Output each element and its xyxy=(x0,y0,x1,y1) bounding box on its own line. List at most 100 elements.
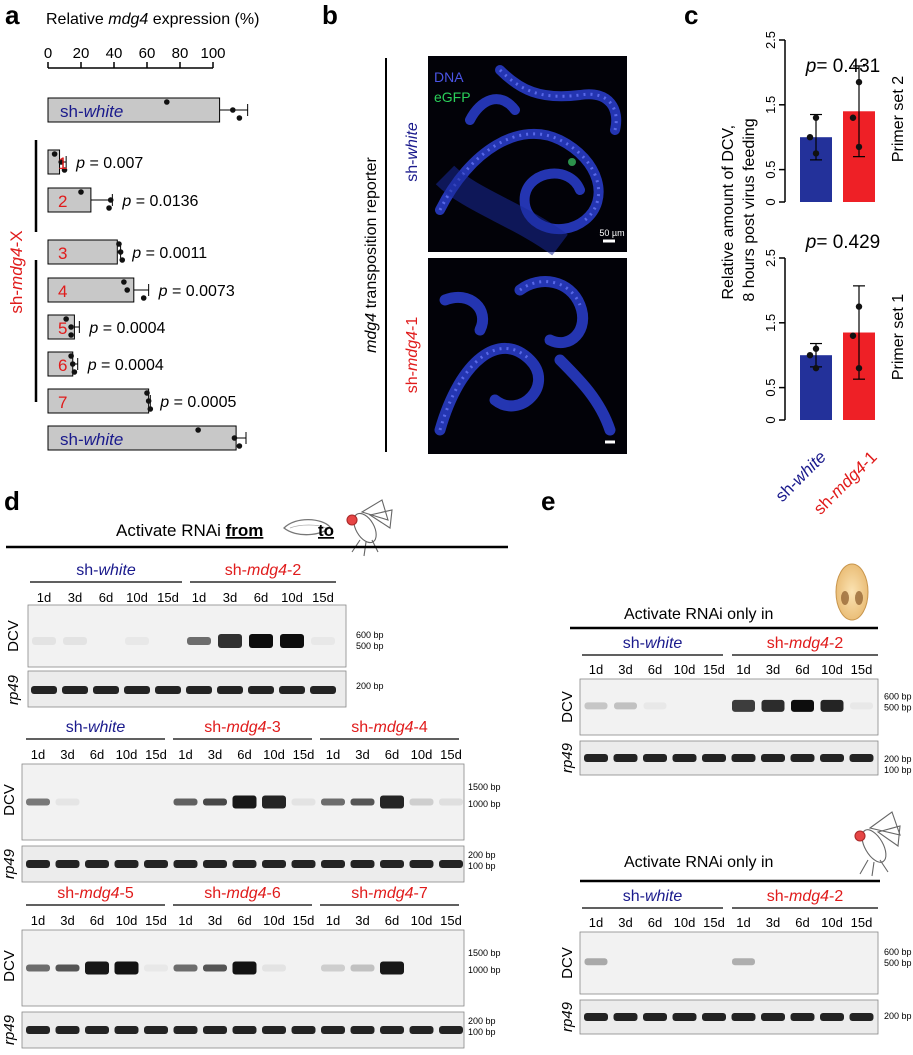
marker-600: 600 bp xyxy=(884,692,912,702)
gel-day-label: 3d xyxy=(208,913,222,928)
c-tick-label: 2.5 xyxy=(763,31,778,49)
gel-day-label: 15d xyxy=(293,913,315,928)
gel-band xyxy=(849,754,874,762)
lane-label-rp49: rp49 xyxy=(1,848,18,879)
a-point xyxy=(145,398,152,404)
gel-band xyxy=(380,961,404,975)
gel-group-label: sh-mdg4-2 xyxy=(225,562,302,579)
gel-band xyxy=(820,754,844,762)
micrograph-sh-white: 50 µm DNA eGFP xyxy=(428,56,627,256)
gel-day-label: 1d xyxy=(178,913,192,928)
gel-band xyxy=(350,964,375,972)
gel-group-label: sh-mdg4-2 xyxy=(767,888,844,905)
image-label-sh-white: sh-white xyxy=(404,122,421,182)
gel-band xyxy=(63,637,87,645)
dna-label: DNA xyxy=(434,69,464,85)
marker-600: 600 bp xyxy=(884,947,912,957)
gel-band xyxy=(380,1026,404,1034)
gel-band xyxy=(584,754,608,762)
gel-band xyxy=(262,1026,286,1034)
gel-band xyxy=(55,860,80,868)
gel-band xyxy=(93,686,119,694)
gel-band xyxy=(409,1026,434,1034)
gel-day-label: 3d xyxy=(618,662,632,677)
a-point xyxy=(69,361,76,367)
marker-100: 100 bp xyxy=(468,1027,496,1037)
gel-day-label: 6d xyxy=(648,915,662,930)
lane-label-rp49: rp49 xyxy=(559,742,576,773)
panel-d-letter: d xyxy=(4,486,20,516)
a-point xyxy=(195,427,201,433)
larva-icon xyxy=(283,518,331,536)
c-tick-label: 2.5 xyxy=(763,249,778,267)
a-bar-label: sh-white xyxy=(60,102,123,121)
gel-day-label: 3d xyxy=(223,590,237,605)
gel-band xyxy=(85,1026,109,1034)
gel-band xyxy=(820,1013,844,1021)
gel-day-label: 15d xyxy=(312,590,334,605)
gel-day-label: 6d xyxy=(99,590,113,605)
lane-label-dcv: DCV xyxy=(5,620,22,652)
gel-day-label: 1d xyxy=(326,747,340,762)
c-point xyxy=(812,345,820,352)
gel-row-2: sh-white sh-mdg4-3 sh-mdg4-4 1d 3d 6d 10d 15d 1d… xyxy=(1,719,501,883)
gel-group-label: sh-mdg4-6 xyxy=(204,885,281,902)
gel-day-label: 10d xyxy=(126,590,148,605)
gel-band xyxy=(203,860,227,868)
gel-band xyxy=(280,634,304,648)
gel-band xyxy=(584,702,608,710)
gel-band xyxy=(203,964,227,972)
gel-band xyxy=(218,634,242,648)
gel-band xyxy=(173,1026,198,1034)
panel-a-axis: 0 20 40 60 80 100 xyxy=(44,45,226,69)
gel-day-label: 1d xyxy=(178,747,192,762)
marker-200: 200 bp xyxy=(468,1016,496,1026)
gel-row-3: sh-mdg4-5 sh-mdg4-6 sh-mdg4-7 1d 3d 6d 10d 15d 1… xyxy=(1,885,501,1049)
gel-band xyxy=(761,699,785,712)
scale-bar-label: 50 µm xyxy=(599,228,624,238)
c-tick-label: 0.5 xyxy=(763,161,778,179)
gel-band xyxy=(732,958,755,966)
gel-day-label: 15d xyxy=(157,590,179,605)
a-point xyxy=(144,390,150,396)
gel-band xyxy=(173,860,198,868)
gel-group-label: sh-white xyxy=(623,888,683,905)
a-pvalue: p = 0.0136 xyxy=(121,193,198,210)
lane-label-rp49: rp49 xyxy=(1,1014,18,1045)
marker-1000: 1000 bp xyxy=(468,965,501,975)
marker-500: 500 bp xyxy=(884,703,912,713)
gel-day-label: 1d xyxy=(326,913,340,928)
gel-day-label: 6d xyxy=(795,662,809,677)
gel-band xyxy=(232,1026,257,1034)
panel-b: b mdg4 transposition reporter sh-white s… xyxy=(322,0,627,454)
gel-day-label: 1d xyxy=(736,915,750,930)
gel-band xyxy=(732,699,755,712)
gel-band xyxy=(380,795,404,809)
gel-band xyxy=(125,637,149,645)
gel-day-label: 6d xyxy=(90,913,104,928)
group-label-sh-mdg4-x: sh-mdg4-X xyxy=(7,230,26,313)
a-point xyxy=(117,249,124,255)
gel-band xyxy=(584,958,608,966)
gel-band xyxy=(291,1026,316,1034)
panel-a-title: Relative mdg4 expression (%) xyxy=(46,11,259,28)
gel-band xyxy=(672,1013,697,1021)
micrograph-sh-mdg4-1 xyxy=(428,258,627,454)
a-bar xyxy=(47,388,150,414)
marker-200: 200 bp xyxy=(356,681,384,691)
gel-band xyxy=(321,798,345,806)
a-bar-label: sh-white xyxy=(60,430,123,449)
a-point xyxy=(121,279,127,285)
gel-day-label: 15d xyxy=(851,915,873,930)
a-pvalue: p = 0.0011 xyxy=(131,245,207,262)
gel-day-label: 3d xyxy=(355,913,369,928)
gel-day-label: 6d xyxy=(254,590,268,605)
gel-band xyxy=(672,754,697,762)
gel-row-1: sh-white sh-mdg4-2 1d 3d 6d 10d 15d 1d 3d 6d 10d 15… xyxy=(5,562,384,708)
image-label-sh-mdg4-1: sh-mdg4-1 xyxy=(404,317,421,394)
panel-c-letter: c xyxy=(684,0,698,30)
gel-day-label: 6d xyxy=(795,915,809,930)
gel-group-label: sh-white xyxy=(623,635,683,652)
gel-day-label: 10d xyxy=(116,747,138,762)
lane-label-dcv: DCV xyxy=(1,950,18,982)
